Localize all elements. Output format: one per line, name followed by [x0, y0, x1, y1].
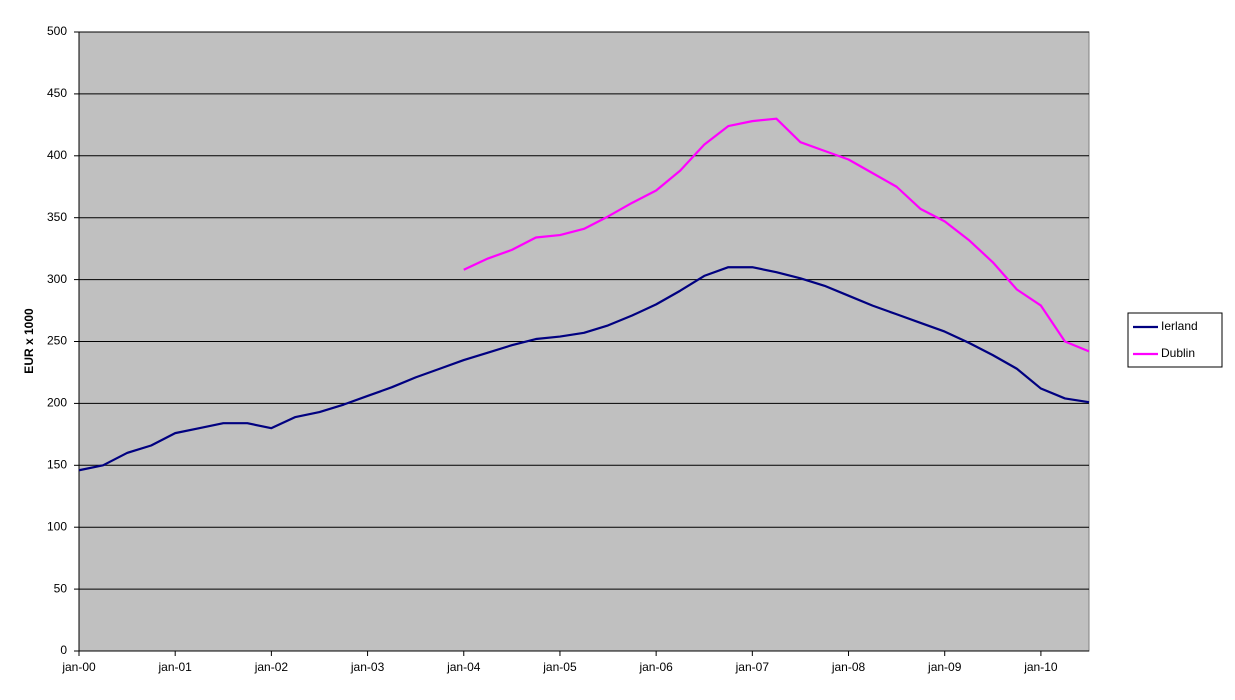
series-line [463, 117, 1090, 353]
x-tick-label: jan-01 [158, 660, 193, 674]
x-tick-label: jan-02 [254, 660, 289, 674]
legend-label: Dublin [1161, 346, 1195, 360]
y-tick-label: 350 [47, 210, 67, 224]
y-tick-label: 300 [47, 272, 67, 286]
legend-label: Ierland [1161, 319, 1198, 333]
x-tick-label: jan-00 [61, 660, 96, 674]
x-tick-label: jan-10 [1023, 660, 1058, 674]
y-axis-label: EUR x 1000 [22, 308, 36, 374]
legend: Ierland Dublin [1127, 312, 1223, 368]
x-tick-label: jan-09 [927, 660, 962, 674]
y-tick-label: 100 [47, 519, 67, 533]
x-tick-label: jan-06 [638, 660, 673, 674]
y-tick-label: 0 [60, 643, 67, 657]
x-tick-label: jan-07 [735, 660, 770, 674]
y-tick-label: 500 [47, 24, 67, 38]
x-tick-label: jan-05 [542, 660, 577, 674]
y-tick-label: 450 [47, 86, 67, 100]
series-line [78, 266, 1090, 472]
y-tick-label: 150 [47, 457, 67, 471]
y-tick-label: 50 [54, 581, 68, 595]
legend-box [1127, 312, 1223, 368]
y-tick-label: 200 [47, 396, 67, 410]
x-tick-label: jan-08 [831, 660, 866, 674]
x-tick-label: jan-03 [350, 660, 385, 674]
y-tick-label: 400 [47, 148, 67, 162]
y-tick-label: 250 [47, 334, 67, 348]
x-tick-label: jan-04 [446, 660, 481, 674]
